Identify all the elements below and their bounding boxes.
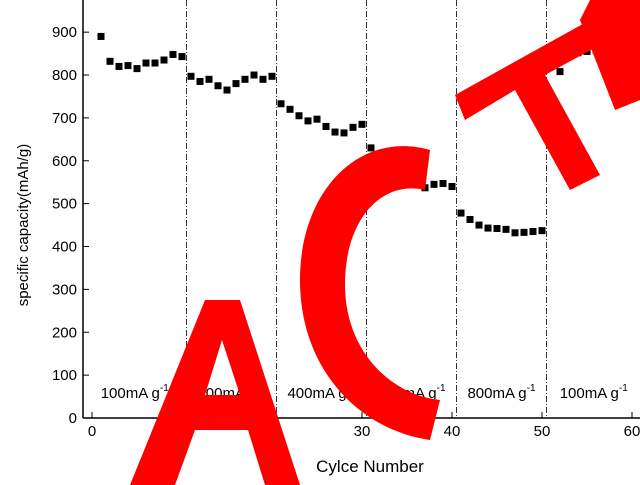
y-tick-label: 700 <box>52 110 77 127</box>
x-tick-label: 50 <box>534 423 551 440</box>
point <box>368 144 375 151</box>
point <box>359 121 366 128</box>
y-tick-label: 100 <box>52 367 77 384</box>
point <box>512 229 519 236</box>
point <box>197 78 204 85</box>
point <box>107 58 114 65</box>
point <box>539 227 546 234</box>
point <box>251 72 258 79</box>
y-tick-label: 500 <box>52 196 77 213</box>
y-tick-label: 400 <box>52 239 77 256</box>
point <box>125 62 132 69</box>
point <box>305 117 312 124</box>
y-tick-label: 0 <box>69 410 77 427</box>
y-axis-label: specific capacity(mAh/g) <box>15 144 32 307</box>
point <box>521 229 528 236</box>
point <box>449 183 456 190</box>
region-label: 800mA g-1 <box>467 383 536 402</box>
point <box>458 210 465 217</box>
point <box>179 53 186 60</box>
point <box>233 80 240 87</box>
x-tick-label: 0 <box>88 423 96 440</box>
point <box>188 73 195 80</box>
y-tick-label: 900 <box>52 24 77 41</box>
y-tick-label: 600 <box>52 153 77 170</box>
point <box>170 51 177 58</box>
region-label-text: 100mA g <box>560 385 619 402</box>
x-tick-label: 40 <box>444 423 461 440</box>
point <box>431 181 438 188</box>
region-label: 100mA g-1 <box>101 383 170 402</box>
point <box>314 116 321 123</box>
point <box>134 65 141 72</box>
point <box>224 87 231 94</box>
y-tick-label: 200 <box>52 324 77 341</box>
x-axis-label: Cylce Number <box>316 457 424 476</box>
point <box>332 129 339 136</box>
point <box>260 76 267 83</box>
point <box>485 225 492 232</box>
point <box>557 68 564 75</box>
point <box>116 63 123 70</box>
point <box>296 112 303 119</box>
point <box>206 76 213 83</box>
point <box>467 216 474 223</box>
point <box>287 106 294 113</box>
region-label-sup: -1 <box>619 383 628 394</box>
point <box>530 228 537 235</box>
watermark <box>455 20 600 190</box>
region-label-sup: -1 <box>437 383 446 394</box>
point <box>278 100 285 107</box>
point <box>152 60 159 67</box>
point <box>341 129 348 136</box>
point <box>350 124 357 131</box>
point <box>476 222 483 229</box>
point <box>269 73 276 80</box>
point <box>494 225 501 232</box>
chart: specific capacity(mAh/g) Cylce Number 0 1… <box>0 0 640 485</box>
y-tick-label: 800 <box>52 67 77 84</box>
point <box>215 82 222 89</box>
point <box>323 123 330 130</box>
region-label-text: 800mA g <box>467 385 526 402</box>
point <box>98 33 105 40</box>
region-label-text: 100mA g <box>101 385 160 402</box>
region-label-sup: -1 <box>527 383 536 394</box>
point <box>440 180 447 187</box>
point <box>503 226 510 233</box>
point <box>161 57 168 64</box>
point <box>242 76 249 83</box>
x-tick-label: 60 <box>624 423 640 440</box>
y-tick-label: 300 <box>52 281 77 298</box>
watermark <box>580 0 640 110</box>
region-label: 100mA g-1 <box>560 383 629 402</box>
x-tick-label: 30 <box>354 423 371 440</box>
point <box>143 60 150 67</box>
